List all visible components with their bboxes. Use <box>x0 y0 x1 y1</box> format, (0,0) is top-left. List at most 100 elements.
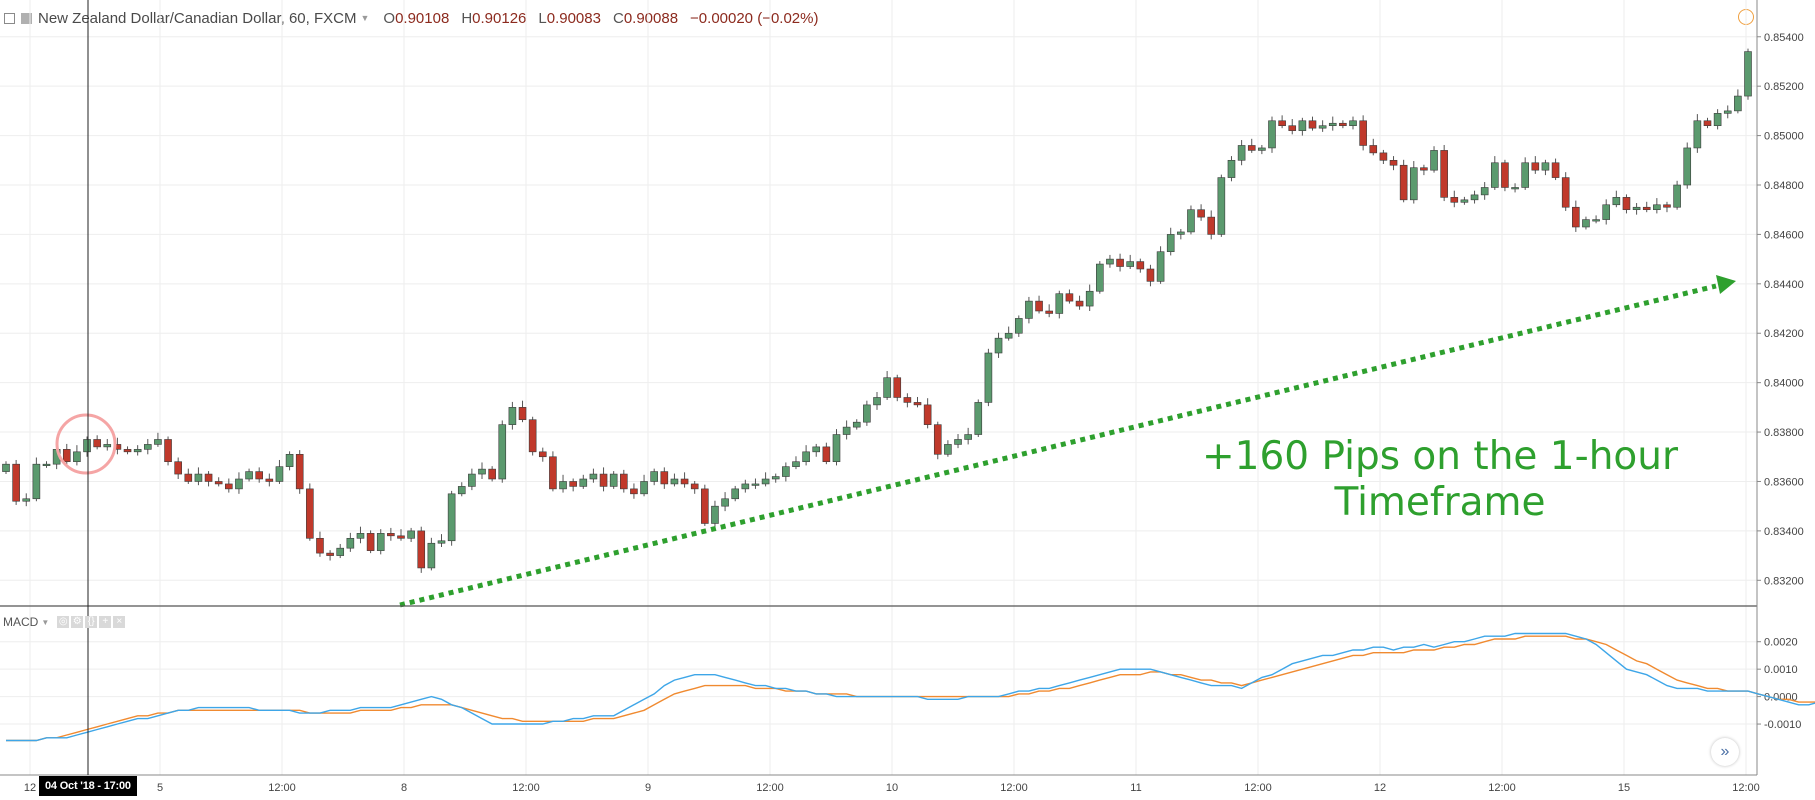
candle-body <box>73 451 81 463</box>
candle-body <box>1531 162 1540 171</box>
candle-body <box>235 478 243 490</box>
candle-body <box>731 488 740 500</box>
time-tick-label: 10 <box>886 782 898 794</box>
candle-body <box>609 473 618 487</box>
candle-body <box>721 498 729 507</box>
candle-body <box>1602 204 1611 220</box>
candle-body <box>1298 120 1307 131</box>
candle-body <box>812 446 821 453</box>
candle-body <box>488 468 496 480</box>
candle-body <box>123 449 132 453</box>
candle-body <box>1693 120 1702 149</box>
candle-body <box>397 535 405 539</box>
candle-body <box>994 337 1003 354</box>
more-icon[interactable]: + <box>99 616 112 628</box>
time-tick-label: 12:00 <box>756 782 784 794</box>
candle-body <box>1491 162 1499 188</box>
candle-body <box>944 444 952 455</box>
candle-body <box>22 498 31 502</box>
candle-body <box>1653 204 1661 211</box>
source-icon[interactable]: {} <box>85 616 98 628</box>
scroll-forward-icon[interactable]: » <box>1711 738 1739 766</box>
candle-body <box>184 473 193 482</box>
macd-title[interactable]: MACD <box>3 615 39 629</box>
candle-body <box>1146 268 1155 282</box>
crosshair-time-label: 04 Oct '18 - 17:00 <box>39 776 137 796</box>
candle-body <box>589 473 598 480</box>
candle-body <box>508 407 517 425</box>
settings-icon[interactable]: ⚙ <box>71 616 84 628</box>
candle-body <box>579 478 588 487</box>
candle-body <box>1561 177 1570 208</box>
candle-body <box>1409 167 1418 201</box>
candle-body <box>1116 258 1124 267</box>
candle-body <box>1673 184 1681 208</box>
collapse-icon[interactable] <box>4 12 15 24</box>
candle-body <box>1541 162 1550 171</box>
candle-body <box>245 471 253 480</box>
candle-body <box>1075 300 1084 307</box>
candle-body <box>1572 206 1580 228</box>
candle-body <box>852 421 861 428</box>
candle-body <box>1339 122 1347 127</box>
candle-body <box>984 352 993 403</box>
candle-body <box>1217 177 1226 235</box>
candle-body <box>498 424 507 480</box>
price-tick-label: 0.84400 <box>1764 279 1804 291</box>
candle-body <box>194 473 203 482</box>
candle-body <box>1744 51 1752 97</box>
candle-body <box>255 471 263 480</box>
candle-body <box>518 407 527 421</box>
candle-body <box>1592 219 1600 222</box>
time-tick-label: 12:00 <box>512 782 540 794</box>
time-tick-label: 9 <box>645 782 651 794</box>
candle-body <box>1197 209 1205 218</box>
candle-body <box>1582 219 1590 228</box>
price-tick-label: 0.83600 <box>1764 476 1804 488</box>
candle-body <box>822 446 831 463</box>
candle-body <box>1399 164 1408 201</box>
candle-body <box>2 463 10 472</box>
candle-body <box>1166 234 1175 253</box>
candle-body <box>376 533 385 551</box>
candle-body <box>1430 150 1438 171</box>
macd-legend: MACD ▼ ◎ ⚙ {} + × <box>3 615 127 629</box>
price-tick-label: 0.85000 <box>1764 131 1804 143</box>
candle-body <box>1734 95 1742 112</box>
candle-body <box>913 402 922 406</box>
candle-body <box>670 478 679 485</box>
close-icon[interactable]: × <box>113 616 126 628</box>
price-tick-label: 0.83400 <box>1764 526 1804 538</box>
candle-body <box>103 444 112 448</box>
price-tick-label: 0.84000 <box>1764 378 1804 390</box>
candle-body <box>640 481 648 495</box>
macd-line <box>6 632 1815 742</box>
time-tick-label: 12:00 <box>1000 782 1028 794</box>
candle-body <box>356 533 365 539</box>
change-value: −0.00020 (−0.02%) <box>690 9 819 27</box>
symbol-title[interactable]: New Zealand Dollar/Canadian Dollar, 60, … <box>38 9 357 27</box>
candle-body <box>447 493 456 542</box>
chevron-down-icon[interactable]: ▼ <box>360 13 370 23</box>
macd-tick-label: 0.0010 <box>1764 664 1798 676</box>
candle-body <box>782 466 790 477</box>
candle-body <box>326 552 334 556</box>
candle-body <box>1622 197 1631 211</box>
candle-body <box>1723 110 1732 114</box>
candle-body <box>1055 293 1064 314</box>
candle-body <box>1663 204 1671 208</box>
candle-body <box>893 377 902 398</box>
chart-header: New Zealand Dollar/Canadian Dollar, 60, … <box>0 7 830 29</box>
candle-body <box>792 461 800 467</box>
chevron-down-icon[interactable]: ▼ <box>41 617 50 627</box>
annotation-line-2: Timeframe <box>1334 480 1546 525</box>
open-value: O0.90108 <box>383 9 450 27</box>
candle-body <box>133 449 142 453</box>
candle-body <box>1359 120 1367 146</box>
candle-body <box>457 486 466 495</box>
eye-icon[interactable]: ◎ <box>57 616 70 628</box>
macd-tick-label: 0.0000 <box>1764 692 1798 704</box>
candle-body <box>1014 318 1023 334</box>
candle-body <box>1187 209 1195 233</box>
candle-body <box>387 533 395 537</box>
